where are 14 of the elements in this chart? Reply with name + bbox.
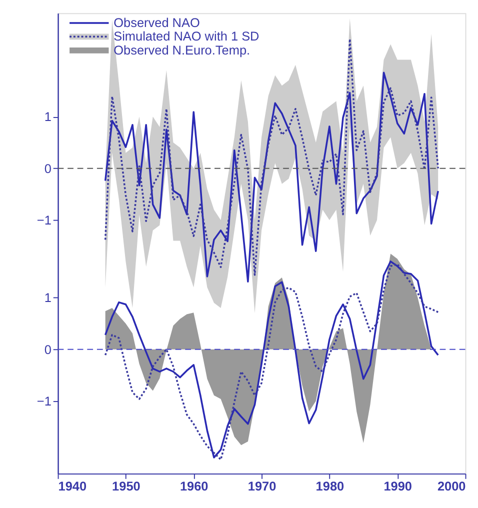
y-tick-label: 0 xyxy=(44,342,52,357)
y-tick-label: −1 xyxy=(36,394,52,409)
x-tick-label: 1990 xyxy=(384,478,412,494)
x-tick-label: 1940 xyxy=(58,478,87,494)
x-tick-label: 1980 xyxy=(316,478,344,494)
x-tick-label: 1970 xyxy=(248,478,276,494)
x-tick-label: 2000 xyxy=(437,478,466,494)
legend-label: Simulated NAO with 1 SD xyxy=(114,28,260,44)
legend-label: Observed NAO xyxy=(114,14,200,30)
x-tick-label: 1960 xyxy=(180,478,208,494)
x-tick-label: 1950 xyxy=(112,478,140,494)
y-tick-label: 1 xyxy=(44,290,52,306)
legend-label: Observed N.Euro.Temp. xyxy=(114,42,250,58)
line-series xyxy=(104,72,439,283)
